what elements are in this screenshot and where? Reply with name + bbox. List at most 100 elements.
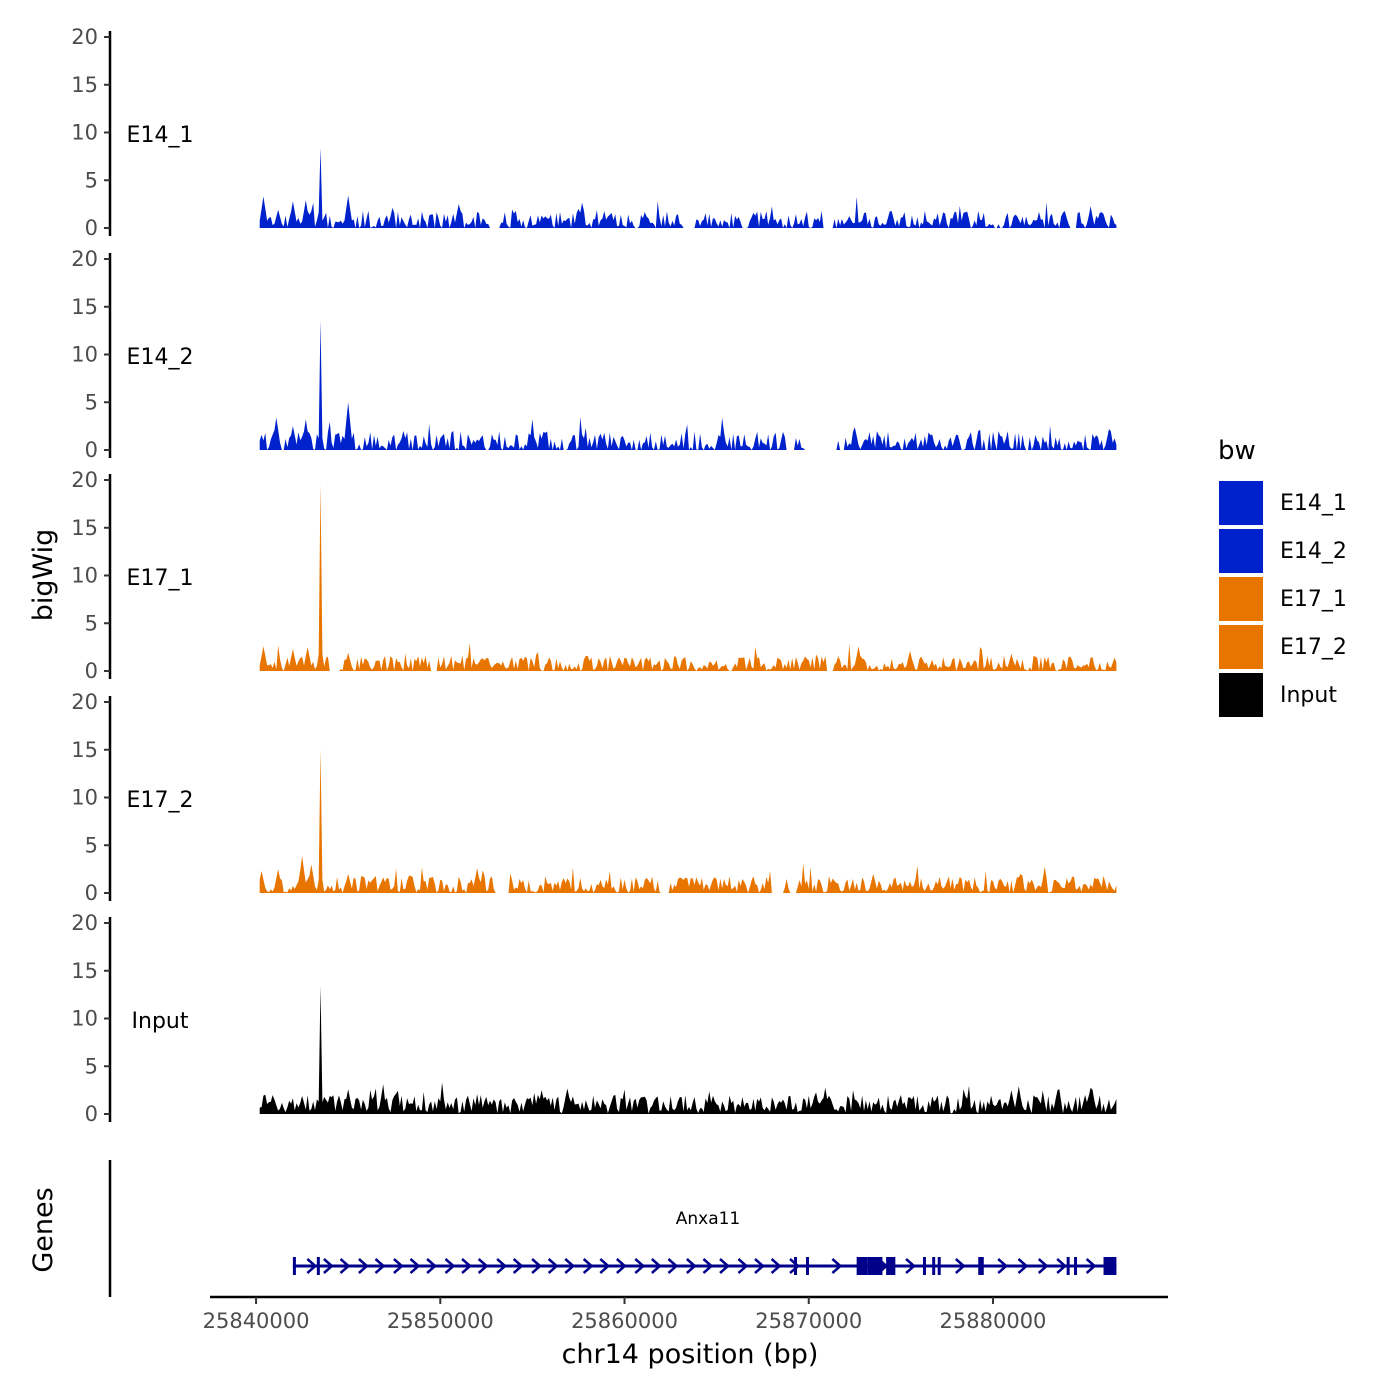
legend-label: E14_1 [1280, 491, 1347, 516]
y-tick-label: 15 [71, 295, 98, 319]
x-axis: 25840000 25850000 25860000 25870000 25880000 [203, 1295, 1168, 1333]
y-tick-label: 10 [71, 564, 98, 588]
y-tick-label: 5 [85, 390, 98, 414]
y-axis-title: bigWig [28, 529, 59, 622]
gene-strand-arrow [306, 1258, 318, 1274]
gene-strand-arrow [667, 1258, 679, 1274]
legend-swatch [1217, 671, 1265, 719]
legend-label: E17_2 [1280, 635, 1347, 660]
y-tick-label: 0 [85, 659, 98, 683]
signal-area-E14_1 [259, 147, 1117, 228]
gene-strand-arrow [582, 1258, 594, 1274]
legend-item-E14_1: E14_1 [1217, 479, 1347, 527]
legend-swatch [1217, 479, 1265, 527]
gene-name-label: Anxa11 [676, 1209, 741, 1229]
gene-exon [316, 1257, 320, 1275]
gene-strand-arrow [599, 1258, 611, 1274]
gene-strand-arrow [1037, 1258, 1049, 1274]
legend-item-Input: Input [1217, 671, 1337, 719]
gene-strand-arrow [496, 1258, 507, 1274]
signal-area-E17_2 [259, 748, 1117, 893]
gene-strand-arrow [547, 1258, 559, 1274]
gene-strand-arrow [339, 1258, 351, 1274]
gene-strand-arrow [616, 1258, 627, 1274]
gene-strand-arrow [831, 1258, 843, 1274]
y-tick-label: 20 [71, 911, 98, 935]
gene-exon [1074, 1257, 1078, 1275]
y-tick-label: 10 [71, 343, 98, 367]
gene-strand-arrow [702, 1258, 714, 1274]
gene-strand-arrow [737, 1258, 749, 1274]
legend-item-E14_2: E14_2 [1217, 527, 1347, 575]
gene-strand-arrow [426, 1258, 437, 1274]
legend: bw E14_1 E14_2 E17_1 E17_2 Input [1217, 436, 1347, 719]
gene-strand-arrow [905, 1258, 916, 1274]
gene-exon [292, 1257, 296, 1275]
x-axis-title: chr14 position (bp) [562, 1339, 819, 1370]
gene-strand-arrow [954, 1258, 966, 1274]
y-tick-label: 20 [71, 247, 98, 271]
gene-exon [937, 1257, 941, 1275]
track-E14_1: 0 5 10 15 20 E14_1 [71, 25, 1117, 240]
legend-label: E17_1 [1280, 587, 1347, 612]
track-label-E14_1: E14_1 [127, 123, 194, 148]
y-tick-label: 5 [85, 611, 98, 635]
gene-exon [886, 1257, 896, 1275]
y-tick-label: 5 [85, 833, 98, 857]
gene-exon [867, 1257, 883, 1275]
gene-strand-arrow [719, 1258, 730, 1274]
y-tick-label: 0 [85, 881, 98, 905]
y-tick-label: 5 [85, 1054, 98, 1078]
x-tick-label: 25870000 [755, 1309, 862, 1333]
x-tick-label: 25860000 [571, 1309, 678, 1333]
legend-item-E17_2: E17_2 [1217, 623, 1347, 671]
x-tick-label: 25840000 [203, 1309, 310, 1333]
gene-strand-arrow [1017, 1258, 1029, 1274]
legend-swatch [1217, 575, 1265, 623]
genes-axis-title: Genes [28, 1187, 59, 1272]
legend-label: E14_2 [1280, 539, 1347, 564]
track-E14_2: 0 5 10 15 20 E14_2 [71, 247, 1117, 462]
legend-swatch [1217, 527, 1265, 575]
gene-strand-arrow [323, 1258, 334, 1274]
gene-exon [1066, 1257, 1070, 1275]
track-label-Input: Input [132, 1009, 189, 1034]
gene-strand-arrow [409, 1258, 421, 1274]
y-tick-label: 15 [71, 959, 98, 983]
legend-item-E17_1: E17_1 [1217, 575, 1347, 623]
y-tick-label: 10 [71, 121, 98, 145]
y-tick-label: 15 [71, 738, 98, 762]
y-tick-label: 0 [85, 1102, 98, 1126]
gene-strand-arrow [444, 1258, 456, 1274]
legend-swatch [1217, 623, 1265, 671]
y-tick-label: 15 [71, 516, 98, 540]
gene-strand-arrow [789, 1258, 800, 1274]
gene-strand-arrow [997, 1258, 1009, 1274]
x-tick-label: 25850000 [387, 1309, 494, 1333]
gene-exon [794, 1257, 798, 1275]
x-tick-label: 25880000 [940, 1309, 1047, 1333]
gene-strand-arrow [754, 1258, 765, 1274]
track-Input: 0 5 10 15 20 Input [71, 911, 1117, 1126]
y-tick-label: 0 [85, 216, 98, 240]
tracks-group: 05101520E14_105101520E14_205101520E17_10… [71, 25, 1117, 1126]
gene-strand-arrow [374, 1258, 386, 1274]
gene-strand-arrow [686, 1258, 697, 1274]
gene-strand-arrow [651, 1258, 662, 1274]
gene-exon [805, 1257, 809, 1275]
signal-area-E17_1 [259, 483, 1117, 671]
track-label-E17_2: E17_2 [127, 788, 194, 813]
track-E17_2: 0 5 10 15 20 E17_2 [71, 690, 1117, 905]
track-E17_1: 0 5 10 15 20 E17_1 [71, 468, 1117, 683]
y-tick-label: 5 [85, 168, 98, 192]
gene-strand-arrow [512, 1258, 524, 1274]
legend-title: bw [1218, 436, 1256, 466]
y-tick-label: 10 [71, 786, 98, 810]
gene-exon [922, 1257, 926, 1275]
y-tick-label: 15 [71, 73, 98, 97]
track-label-E14_2: E14_2 [127, 345, 194, 370]
gene-strand-arrow [531, 1258, 542, 1274]
gene-strand-arrow [770, 1258, 782, 1274]
y-tick-label: 0 [85, 438, 98, 462]
